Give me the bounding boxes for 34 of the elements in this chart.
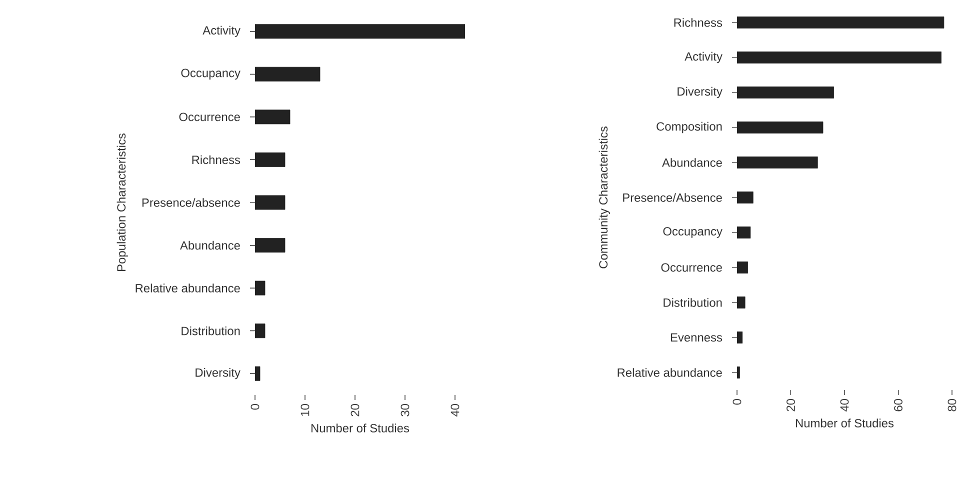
y-tick-label: Occurrence bbox=[661, 263, 722, 272]
y-tick-label: Richness bbox=[674, 18, 722, 27]
y-tick-label: Relative abundance bbox=[618, 368, 722, 377]
x-tick-label: 0 bbox=[250, 404, 260, 410]
y-tick-label: Abundance bbox=[180, 240, 240, 250]
y-tick-label: Diversity bbox=[196, 368, 240, 380]
y-tick-label: Diversity bbox=[678, 86, 722, 98]
x-tick-label: 40 bbox=[450, 404, 460, 417]
y-tick-label: Abundance bbox=[662, 158, 722, 167]
x-tick-label: 10 bbox=[300, 404, 310, 416]
y-axis-title: Community Characteristics bbox=[598, 126, 610, 268]
x-tick-label: 20 bbox=[786, 398, 795, 412]
y-tick-label: Distribution bbox=[182, 326, 240, 336]
y-tick-label: Presence/absence bbox=[142, 198, 240, 207]
x-tick-label: 80 bbox=[948, 398, 956, 412]
y-tick-label: Relative abundance bbox=[136, 284, 240, 292]
x-axis-title: Number of Studies bbox=[311, 424, 410, 432]
y-tick-label: Occurrence bbox=[179, 112, 240, 122]
y-tick-label: Distribution bbox=[664, 298, 722, 307]
y-axis-title: Population Characteristics bbox=[116, 134, 128, 271]
x-tick-label: 60 bbox=[894, 398, 902, 412]
x-tick-label: 40 bbox=[840, 398, 849, 412]
y-tick-label: Occupancy bbox=[181, 68, 240, 80]
y-tick-label: Presence/Absence bbox=[623, 193, 722, 202]
x-tick-label: 20 bbox=[350, 404, 360, 416]
x-tick-label: 0 bbox=[732, 398, 742, 405]
y-tick-label: Activity bbox=[202, 26, 240, 37]
y-tick-label: Evenness bbox=[670, 333, 722, 342]
y-tick-label: Activity bbox=[684, 52, 722, 64]
y-tick-label: Composition bbox=[656, 122, 722, 134]
y-tick-label: Richness bbox=[192, 155, 240, 164]
x-axis-title: Number of Studies bbox=[796, 418, 894, 428]
y-tick-label: Occupancy bbox=[663, 227, 722, 238]
x-tick-label: 30 bbox=[400, 404, 410, 416]
